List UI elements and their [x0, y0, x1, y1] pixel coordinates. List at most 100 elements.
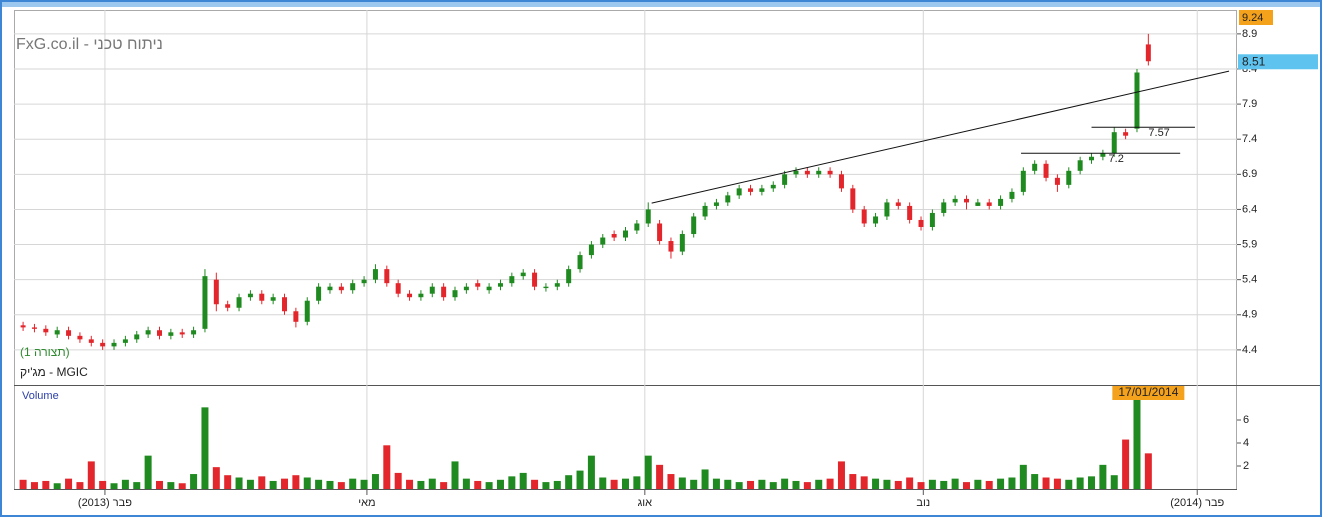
candle-body — [1111, 132, 1117, 154]
candle-body — [702, 205, 708, 217]
volume-bar — [246, 479, 254, 489]
volume-bar — [235, 477, 243, 489]
volume-bar — [724, 479, 732, 489]
volume-bar — [53, 483, 61, 489]
candle-body — [54, 330, 60, 335]
volume-bar — [701, 469, 709, 489]
volume-bar — [144, 455, 152, 489]
volume-bar — [167, 482, 175, 489]
volume-bar — [406, 479, 414, 489]
candle-body — [247, 293, 253, 298]
volume-bar — [99, 480, 107, 489]
candle-body — [804, 170, 810, 175]
candle-body — [1043, 163, 1049, 178]
volume-bar — [1110, 475, 1118, 489]
volume-bar — [87, 461, 95, 489]
volume-bar — [417, 480, 425, 489]
x-tick-label: פבר (2014) — [1170, 497, 1224, 509]
config-label: (תצורה 1) — [20, 345, 70, 359]
candle-body — [1066, 170, 1072, 185]
level-label: 7.57 — [1148, 127, 1169, 139]
volume-bar — [928, 479, 936, 489]
volume-bar — [781, 478, 789, 489]
volume-bar — [974, 479, 982, 489]
volume-bar — [224, 475, 232, 489]
candle-body — [873, 216, 879, 224]
volume-bar — [519, 472, 527, 489]
candle-body — [963, 198, 969, 203]
candle-body — [907, 205, 913, 220]
candle-body — [634, 223, 640, 231]
candle-body — [293, 311, 299, 322]
volume-bar — [962, 482, 970, 489]
volume-bar — [496, 479, 504, 489]
candle-body — [645, 209, 651, 224]
volume-bar — [1076, 477, 1084, 489]
candle-body — [895, 202, 901, 206]
top-band — [2, 2, 1320, 7]
candle-body — [225, 304, 231, 308]
candle-body — [1089, 156, 1095, 161]
candle-body — [1134, 72, 1140, 129]
candle-body — [441, 286, 447, 298]
y-tick-label: 5.4 — [1242, 274, 1257, 286]
volume-bar — [997, 478, 1005, 489]
level-label: 7.2 — [1109, 153, 1124, 165]
candle-body — [918, 219, 924, 227]
volume-bar — [303, 477, 311, 489]
x-tick-label: מאי — [358, 497, 375, 509]
candle-body — [998, 198, 1004, 206]
candle-body — [793, 170, 799, 175]
volume-bar — [1133, 397, 1141, 489]
candle-body — [418, 293, 424, 298]
candle-body — [372, 269, 378, 280]
volume-bar — [281, 478, 289, 489]
candle-body — [611, 234, 617, 238]
volume-bar — [30, 482, 38, 489]
y-tick-label: 6.9 — [1242, 168, 1257, 180]
volume-bar — [769, 482, 777, 489]
volume-bar — [1065, 479, 1073, 489]
candle-body — [725, 195, 731, 203]
volume-bar — [462, 478, 470, 489]
candle-body — [270, 297, 276, 301]
volume-bar — [985, 480, 993, 489]
volume-bar — [940, 480, 948, 489]
candle-body — [884, 202, 890, 217]
candle-body — [736, 188, 742, 196]
high-tag — [1239, 10, 1273, 25]
volume-bar — [860, 476, 868, 489]
high-tag-label: 9.24 — [1242, 12, 1263, 24]
candle-body — [168, 332, 174, 336]
volume-bar — [1088, 476, 1096, 489]
y-tick-label: 2 — [1243, 460, 1249, 472]
volume-bar — [678, 477, 686, 489]
last-price-tag — [1238, 54, 1318, 70]
candle-body — [31, 327, 37, 329]
candle-body — [361, 279, 367, 284]
volume-bar — [212, 467, 220, 489]
volume-bar — [917, 482, 925, 489]
volume-bar — [951, 478, 959, 489]
candle-body — [486, 286, 492, 291]
candle-body — [88, 339, 94, 343]
volume-bar — [394, 472, 402, 489]
last-price-label: 8.51 — [1242, 54, 1266, 68]
volume-bar — [576, 470, 584, 489]
candle-body — [145, 330, 151, 335]
y-tick-label: 6.4 — [1242, 203, 1257, 215]
candle-body — [577, 255, 583, 270]
candle-body — [588, 244, 594, 256]
candle-body — [327, 286, 333, 291]
volume-bar — [587, 455, 595, 489]
volume-bar — [178, 483, 186, 489]
volume-bar — [1099, 464, 1107, 489]
candle-body — [816, 170, 822, 175]
volume-bar — [758, 479, 766, 489]
candle-body — [122, 339, 128, 343]
volume-bar — [474, 480, 482, 489]
candle-body — [770, 184, 776, 189]
volume-bar — [792, 480, 800, 489]
candle-body — [77, 335, 83, 340]
